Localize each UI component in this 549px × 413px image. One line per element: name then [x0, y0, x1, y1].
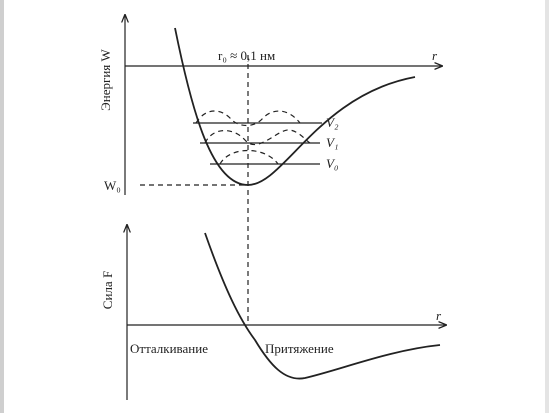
wave-v1 [204, 129, 311, 146]
level-label: V₂ [326, 115, 339, 130]
level-label: V₀ [326, 156, 338, 171]
r0-label: r₀ ≈ 0,1 нм [218, 48, 275, 63]
right-edge [545, 0, 549, 413]
energy-axis-label: Энергия W [98, 48, 113, 110]
r-axis-label: r [436, 308, 442, 323]
left-edge [0, 0, 4, 413]
attraction-label: Притяжение [265, 341, 334, 356]
w0-label: W₀ [104, 178, 121, 193]
force-curve [204, 232, 441, 380]
force-axis-label: Сила F [100, 271, 115, 309]
r-axis-label: r [432, 48, 438, 63]
level-label: V₁ [326, 135, 338, 150]
repulsion-label: Отталкивание [130, 341, 208, 356]
wave-v2 [195, 110, 301, 127]
